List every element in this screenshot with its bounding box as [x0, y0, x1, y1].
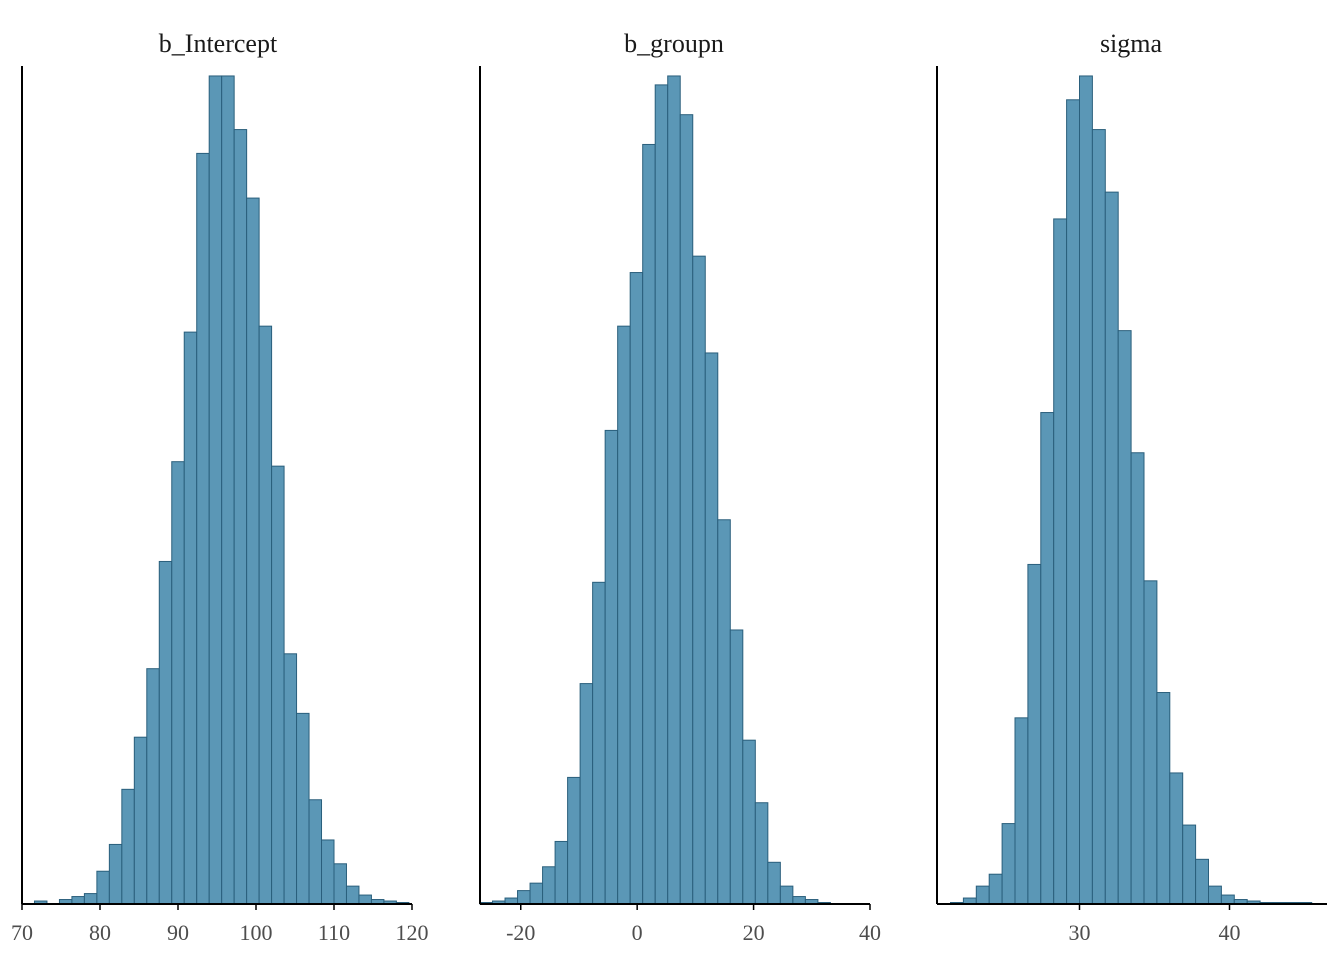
- histogram-bar: [1040, 412, 1055, 905]
- x-tick-label: -20: [506, 920, 535, 945]
- x-tick-label: 20: [743, 920, 765, 945]
- histogram-bar: [108, 843, 123, 905]
- histogram-bar: [1104, 191, 1119, 905]
- histogram-bar: [345, 885, 360, 905]
- histogram-bar: [792, 896, 806, 905]
- histogram-bar: [146, 668, 160, 905]
- panel-title: b_groupn: [624, 29, 724, 58]
- histogram-bar: [1182, 824, 1197, 905]
- histogram-bar: [642, 143, 656, 905]
- histogram-bar: [592, 581, 606, 905]
- histogram-bar: [529, 882, 544, 905]
- x-tick-label: 30: [1069, 920, 1091, 945]
- x-tick-label: 90: [167, 920, 189, 945]
- histogram-bar: [1156, 692, 1171, 905]
- histogram-bar: [1027, 563, 1042, 905]
- histogram-bar: [654, 84, 669, 905]
- histogram-bar: [779, 885, 794, 905]
- panel-title: sigma: [1100, 29, 1163, 58]
- histogram-bar: [333, 863, 347, 905]
- histogram-bar: [158, 560, 173, 905]
- histogram-bar: [1066, 99, 1080, 905]
- histogram-bar: [667, 75, 681, 905]
- histogram-bar: [183, 331, 198, 905]
- histogram-bar: [1143, 580, 1158, 905]
- x-tick-label: 80: [89, 920, 111, 945]
- histogram-bar: [246, 197, 260, 905]
- histogram-bar: [717, 519, 731, 905]
- histogram-bar: [96, 870, 110, 905]
- histogram-bar: [208, 75, 223, 905]
- histogram-bar: [679, 114, 694, 905]
- histogram-bar: [1079, 75, 1093, 905]
- histogram-bar: [567, 776, 581, 905]
- x-tick-label: 120: [396, 920, 429, 945]
- histogram-bar: [283, 653, 298, 905]
- histogram-bar: [358, 894, 372, 905]
- panel-sigma: sigma 30 40: [936, 29, 1327, 945]
- x-tick-label: 70: [11, 920, 33, 945]
- x-tick-label: 110: [318, 920, 350, 945]
- histogram-bar: [83, 893, 98, 905]
- histogram-bar: [1014, 717, 1029, 905]
- histogram-bar: [171, 461, 185, 905]
- histogram-bar: [71, 896, 85, 905]
- histogram-bar: [692, 255, 706, 905]
- histogram-bar: [754, 802, 769, 905]
- x-tick-label: 40: [1219, 920, 1241, 945]
- histogram-bar: [767, 861, 781, 905]
- x-tick-label: 40: [859, 920, 881, 945]
- histogram-bar: [296, 712, 310, 905]
- histogram-bar: [133, 736, 148, 905]
- histogram-bar: [1195, 858, 1209, 905]
- histogram-bar: [729, 629, 744, 905]
- histogram-bar: [121, 788, 135, 905]
- panel-title: b_Intercept: [159, 29, 278, 58]
- histogram-bar: [742, 739, 756, 905]
- histogram-bar: [1001, 823, 1016, 905]
- histogram-bar: [604, 429, 619, 905]
- histogram-bar: [308, 799, 323, 905]
- histogram-bar: [233, 129, 248, 905]
- histogram-bar: [321, 839, 335, 905]
- histogram-bar: [1117, 330, 1132, 905]
- histogram-bar: [1091, 129, 1106, 905]
- histogram-bar: [258, 325, 273, 905]
- histogram-bar: [629, 272, 644, 905]
- panel-b-groupn: b_groupn -20 0 20 40: [479, 29, 881, 945]
- histogram-bar: [704, 352, 719, 905]
- histogram-bar: [221, 75, 235, 905]
- x-tick-label: 100: [240, 920, 273, 945]
- histogram-bar: [517, 890, 531, 905]
- x-tick-label: 0: [632, 920, 643, 945]
- histogram-bar: [196, 152, 210, 905]
- histogram-bar: [988, 873, 1003, 905]
- histogram-bar: [1053, 218, 1068, 905]
- histogram-bar: [554, 840, 569, 905]
- histogram-bar: [579, 683, 594, 905]
- histogram-bar: [542, 866, 556, 905]
- histogram-bar: [617, 325, 631, 905]
- histogram-bar: [1208, 885, 1222, 905]
- histogram-bar: [1169, 772, 1184, 905]
- histogram-bar: [271, 465, 285, 905]
- panel-b-intercept: b_Intercept 70 80 90 100 110 120: [11, 29, 429, 945]
- histogram-bar: [1220, 894, 1235, 905]
- histogram-bar: [1130, 452, 1145, 905]
- histogram-bar: [975, 885, 990, 905]
